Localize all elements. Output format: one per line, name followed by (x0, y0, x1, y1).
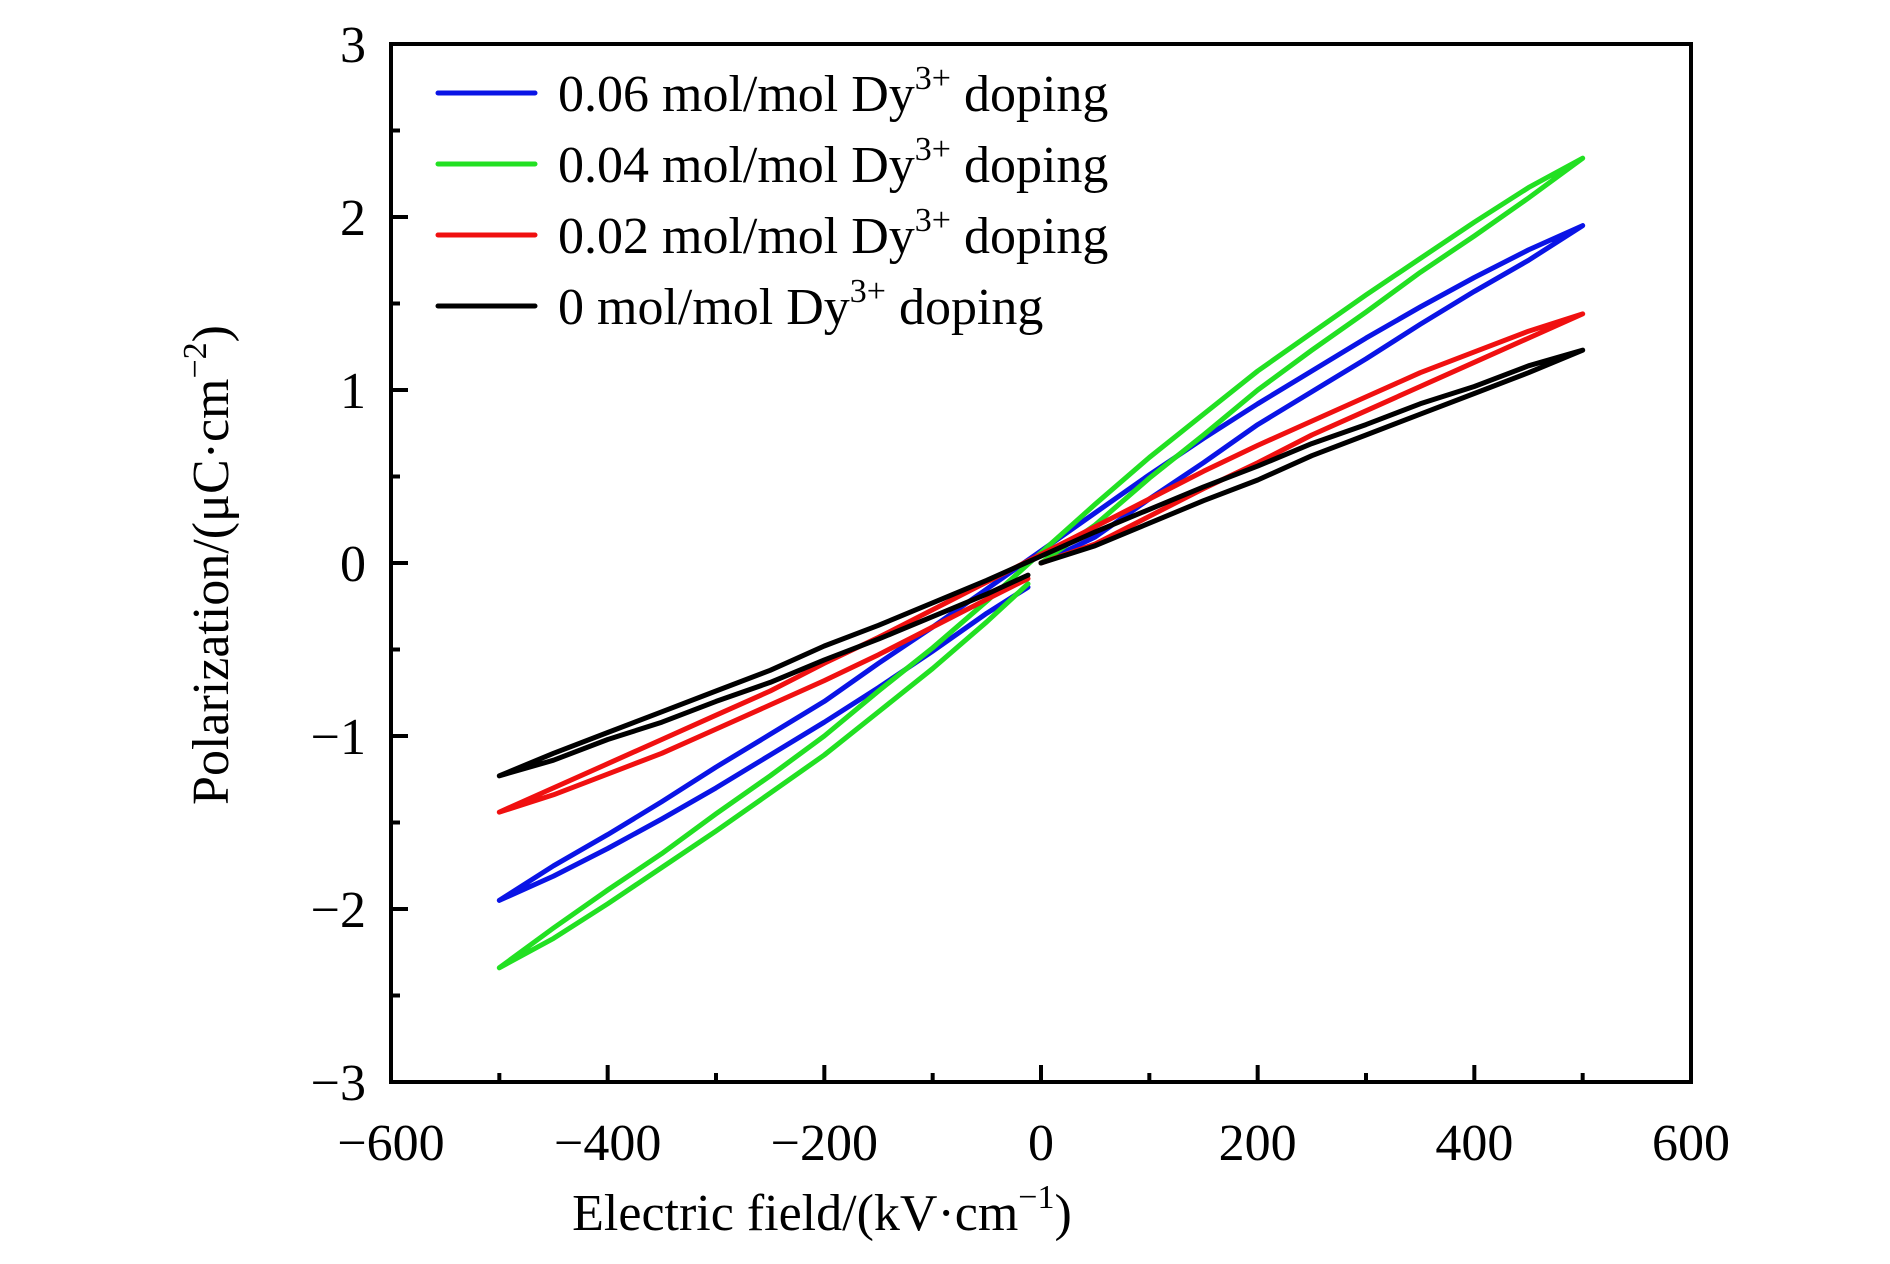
y-axis-title-close: ) (183, 325, 240, 342)
x-tick-label: −400 (554, 1115, 661, 1172)
legend-item: 0 mol/mol Dy3+ doping (435, 273, 1043, 336)
legend-item: 0.02 mol/mol Dy3+ doping (435, 202, 1108, 265)
x-tick-label: 600 (1652, 1115, 1730, 1172)
legend-item: 0.06 mol/mol Dy3+ doping (435, 60, 1108, 123)
y-tick-label: 2 (340, 190, 366, 247)
x-tick-labels: −600 −400 −200 0 200 400 600 (337, 1115, 1730, 1172)
x-tick-label: 200 (1219, 1115, 1297, 1172)
legend-label: 0 mol/mol Dy3+ doping (558, 273, 1043, 336)
x-axis-title-exponent: −1 (1018, 1179, 1054, 1216)
y-tick-labels: −3 −2 −1 0 1 2 3 (311, 17, 366, 1112)
axis-ticks (391, 128, 1585, 1082)
x-tick-label: 0 (1028, 1115, 1054, 1172)
series-layer (496, 155, 1586, 971)
x-tick-label: −600 (337, 1115, 444, 1172)
legend-item: 0.04 mol/mol Dy3+ doping (435, 131, 1108, 194)
y-tick-label: −1 (311, 709, 366, 766)
y-tick-label: 0 (340, 536, 366, 593)
series-line-3 (496, 347, 1586, 779)
y-tick-label: 1 (340, 363, 366, 420)
x-tick-label: 400 (1435, 1115, 1513, 1172)
y-tick-label: −2 (311, 882, 366, 939)
legend-label: 0.02 mol/mol Dy3+ doping (558, 202, 1108, 265)
y-axis-title-exponent: −2 (177, 342, 214, 378)
legend-label: 0.04 mol/mol Dy3+ doping (558, 131, 1108, 194)
x-axis-title-main: Electric field/(kV·cm (572, 1185, 1018, 1242)
y-axis-title-main: Polarization/(μC·cm (183, 379, 240, 805)
y-tick-label: 3 (340, 17, 366, 74)
y-axis-title: Polarization/(μC·cm−2) (177, 325, 240, 805)
legend-label: 0.06 mol/mol Dy3+ doping (558, 60, 1108, 123)
y-tick-label: −3 (311, 1055, 366, 1112)
x-axis-title-close: ) (1054, 1185, 1071, 1242)
x-axis-title: Electric field/(kV·cm−1) (572, 1179, 1072, 1242)
legend: 0.06 mol/mol Dy3+ doping 0.04 mol/mol Dy3… (435, 60, 1108, 336)
x-tick-label: −200 (771, 1115, 878, 1172)
